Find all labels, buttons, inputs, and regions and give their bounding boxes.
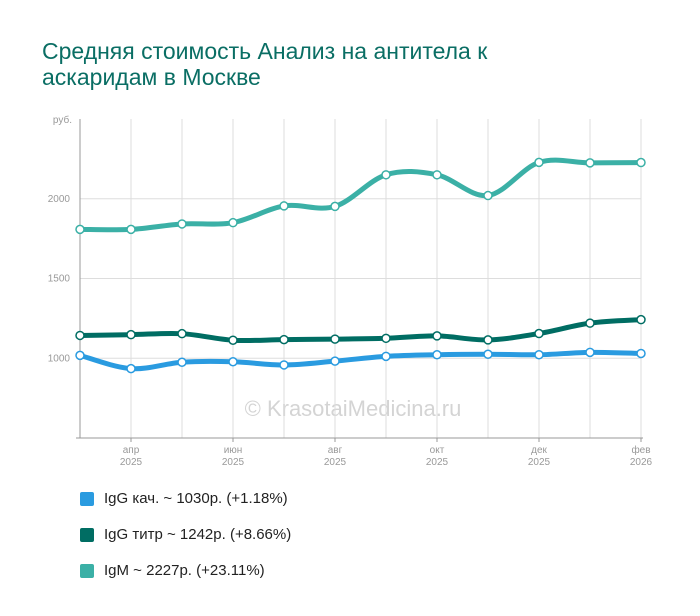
legend-item[interactable]: IgG кач. ~ 1030р. (+1.18%) [80, 490, 288, 507]
legend-label: IgG кач. ~ 1030р. (+1.18%) [104, 490, 288, 507]
data-point [330, 201, 340, 212]
data-point [228, 217, 238, 228]
data-point [585, 318, 595, 328]
data-point [381, 351, 391, 362]
data-point [585, 347, 595, 358]
data-point [585, 158, 595, 168]
data-point [177, 219, 187, 229]
data-point [534, 349, 544, 360]
data-point [381, 170, 391, 180]
legend-item[interactable]: IgG титр ~ 1242р. (+8.66%) [80, 526, 291, 543]
x-tick-label: окт [430, 445, 445, 456]
data-point [432, 331, 442, 341]
data-point [177, 328, 187, 339]
data-point [381, 333, 391, 344]
series-line-IgG- [77, 349, 644, 372]
data-point [228, 335, 238, 345]
data-point [636, 157, 646, 168]
legend-label: IgG титр ~ 1242р. (+8.66%) [104, 526, 292, 543]
x-tick-year: 2025 [528, 457, 551, 468]
x-tick-year: 2025 [324, 457, 347, 468]
legend-swatch [80, 563, 94, 578]
data-point [279, 334, 289, 345]
y-tick-label: 1000 [48, 353, 71, 364]
data-point [279, 360, 289, 370]
data-point [228, 357, 238, 367]
legend-swatch [80, 527, 94, 542]
x-tick-year: 2025 [120, 457, 143, 468]
data-point [432, 349, 442, 360]
series-line-IgM [77, 157, 644, 233]
data-point [75, 330, 85, 341]
data-point [126, 329, 136, 340]
data-point [126, 363, 136, 374]
data-point [534, 328, 544, 339]
data-point [483, 190, 493, 201]
data-point [432, 170, 442, 180]
x-tick-year: 2026 [630, 457, 653, 468]
data-point [126, 224, 136, 235]
watermark: © KrasotaiMedicina.ru [245, 396, 462, 421]
x-tick-label: дек [531, 445, 547, 456]
x-tick-year: 2025 [426, 457, 449, 468]
data-point [483, 349, 493, 360]
data-point [279, 201, 289, 211]
legend-swatch [80, 491, 94, 506]
data-point [483, 335, 493, 345]
data-point [636, 348, 646, 359]
legend-label: IgM ~ 2227р. (+23.11%) [104, 562, 265, 579]
data-point [75, 224, 85, 235]
data-point [177, 357, 187, 367]
x-tick-label: авг [328, 445, 343, 456]
data-point [330, 356, 340, 366]
x-tick-label: фев [631, 444, 650, 456]
y-tick-label: 1500 [48, 274, 71, 285]
x-tick-year: 2025 [222, 457, 245, 468]
chart-title: Средняя стоимость Анализ на антитела к а… [42, 38, 488, 90]
x-tick-label: апр [123, 445, 140, 456]
data-point [636, 314, 646, 325]
x-tick-label: июн [224, 445, 243, 456]
data-point [534, 157, 544, 168]
y-tick-label: 2000 [48, 194, 71, 205]
series-line-IgG- [77, 317, 644, 344]
y-axis-unit-label: руб. [53, 114, 72, 126]
legend-item[interactable]: IgM ~ 2227р. (+23.11%) [80, 562, 265, 579]
data-point [75, 350, 85, 361]
data-point [330, 334, 340, 344]
